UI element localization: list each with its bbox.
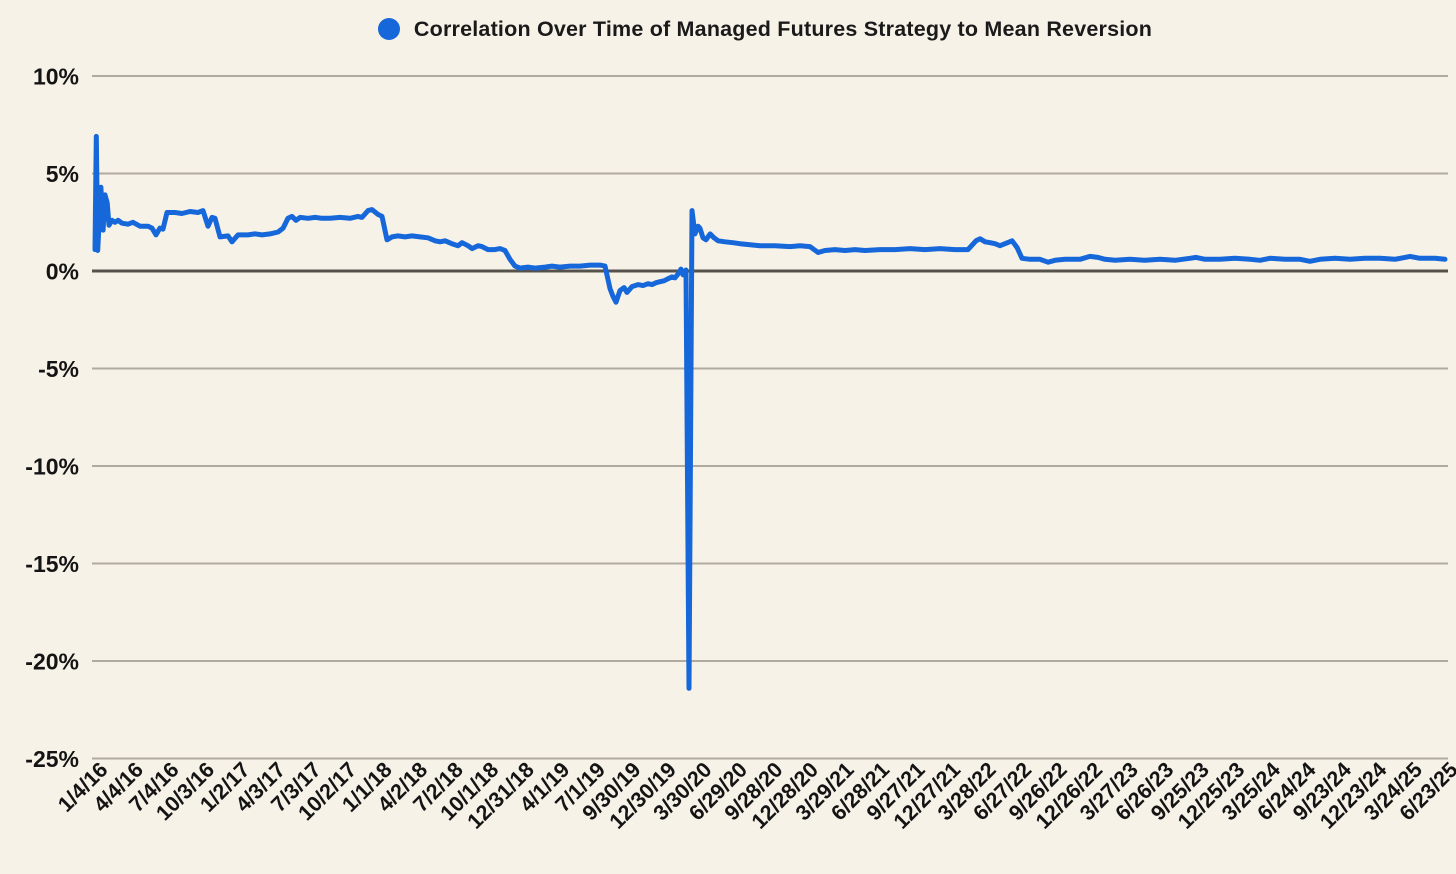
series-group — [92, 133, 1448, 691]
series-line — [92, 133, 1448, 691]
y-axis-tick-label: 10% — [33, 64, 79, 90]
gridlines-group — [92, 75, 1448, 760]
y-axis-tick-label: -15% — [25, 551, 79, 577]
y-axis-tick-label: -25% — [25, 746, 79, 772]
chart-title: Correlation Over Time of Managed Futures… — [413, 16, 1153, 41]
y-axis-tick-label: -20% — [25, 649, 79, 675]
x-axis-labels-group: 1/4/164/4/167/4/1610/3/161/2/174/3/177/3… — [53, 758, 1456, 834]
y-axis-labels-group: 10% 5% 0% -5% -10% -15% -20% -25% — [25, 64, 79, 773]
legend-marker-icon — [377, 18, 400, 40]
chart-legend: Correlation Over Time of Managed Futures… — [0, 0, 1456, 58]
y-axis-tick-label: 5% — [46, 161, 79, 187]
y-axis-tick-label: -5% — [38, 356, 79, 382]
y-axis-tick-label: 0% — [46, 259, 79, 285]
y-axis-tick-label: -10% — [25, 454, 79, 480]
